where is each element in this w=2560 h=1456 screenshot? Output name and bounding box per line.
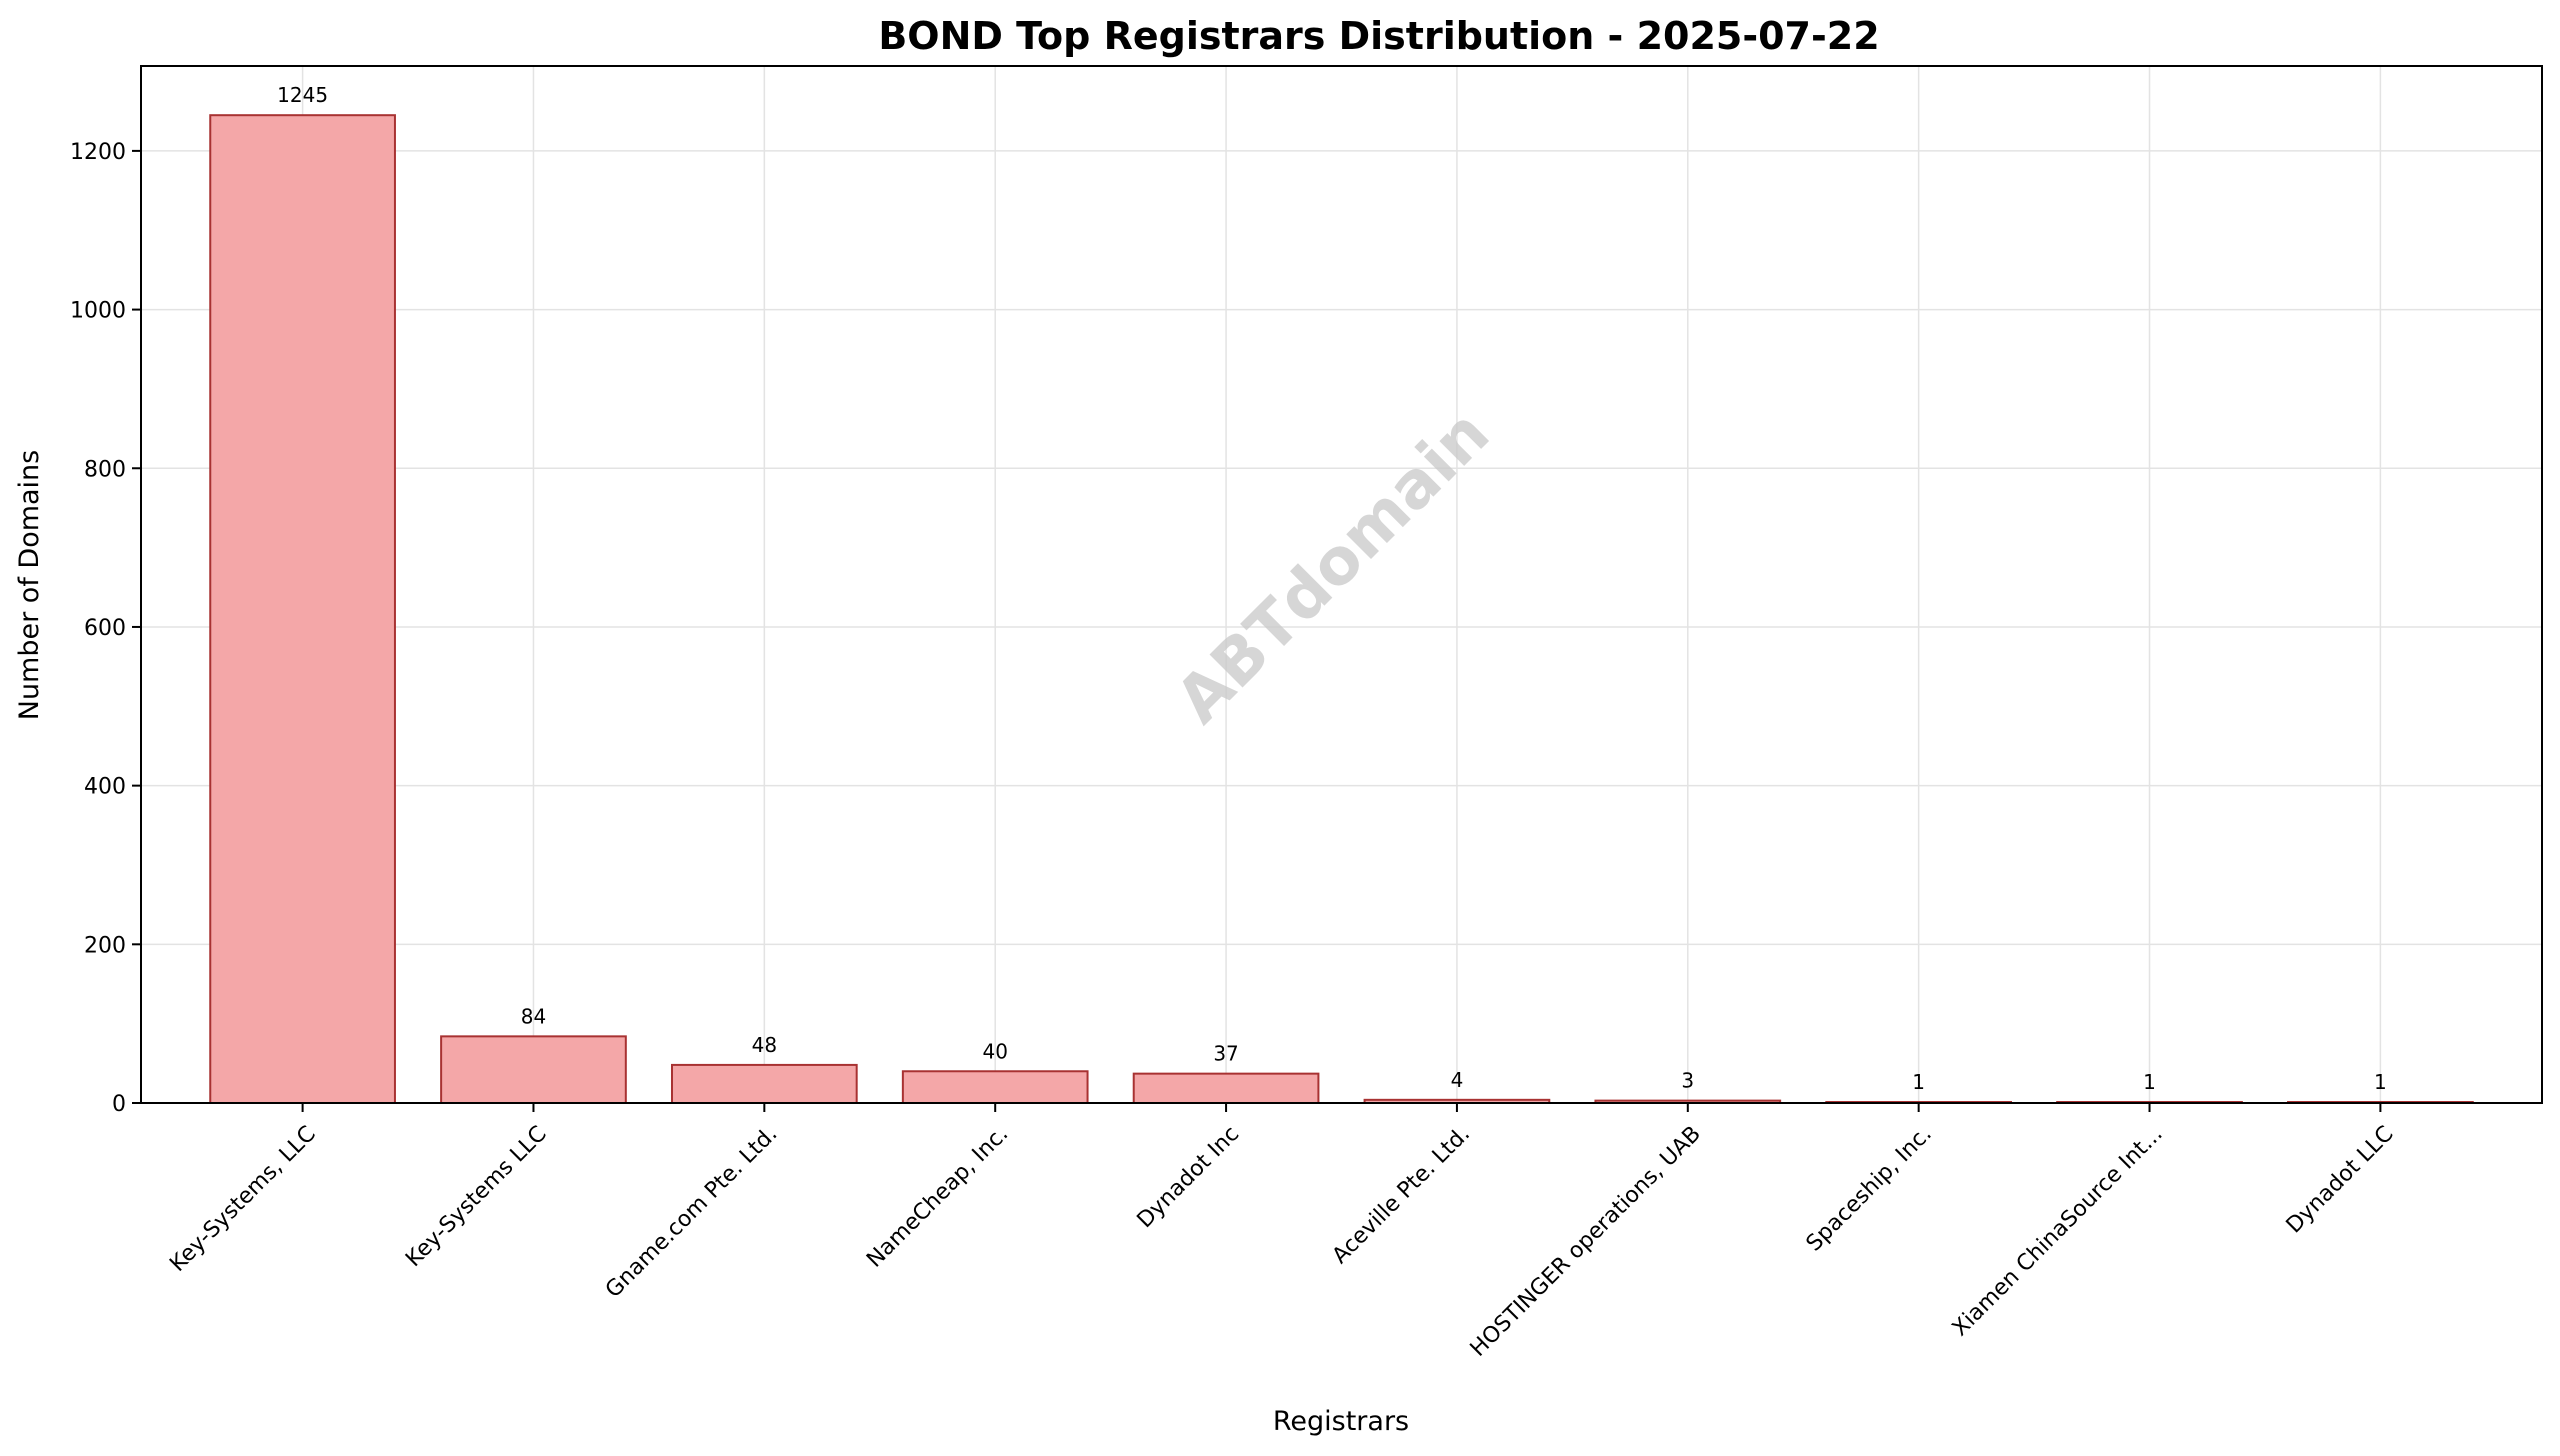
bar (1132, 1072, 1320, 1104)
chart-title: BOND Top Registrars Distribution - 2025-… (878, 14, 1879, 58)
y-tick-label: 400 (84, 775, 126, 800)
bar-data-label: 4 (1451, 1068, 1464, 1092)
y-tick-label: 1200 (70, 140, 126, 165)
x-axis-label: Registrars (1273, 1406, 1409, 1437)
watermark: ABTdomain (1162, 396, 1504, 738)
bar-data-label: 1 (1912, 1070, 1925, 1094)
bar-data-label: 1 (2143, 1070, 2156, 1094)
y-tick-label: 1000 (70, 299, 126, 324)
bar-data-label: 1 (2374, 1070, 2387, 1094)
bar (440, 1035, 627, 1104)
data-labels: 1245 84 48 40 37 4 3 1 1 1 (277, 83, 2387, 1094)
bars (209, 114, 2474, 1105)
y-axis-label: Number of Domains (14, 450, 45, 721)
y-tick-label: 800 (84, 457, 126, 482)
x-tick-label: Dynadot LLC (2282, 1121, 2399, 1238)
x-tick-label: Key-Systems, LLC (165, 1121, 320, 1276)
bar (901, 1070, 1089, 1104)
y-tick-label: 600 (84, 616, 126, 641)
x-tick-label: Aceville Pte. Ltd. (1328, 1121, 1475, 1268)
x-tick-label: NameCheap, Inc. (862, 1121, 1013, 1272)
y-tick-label: 200 (84, 933, 126, 958)
x-tick-label: Spaceship, Inc. (1802, 1121, 1937, 1256)
plot-frame (140, 65, 2543, 1104)
x-ticks: Key-Systems, LLC Key-Systems LLC Gname.com… (165, 1103, 2399, 1362)
bar-data-label: 48 (752, 1033, 777, 1057)
bar-data-label: 3 (1681, 1069, 1694, 1093)
x-tick-label: HOSTINGER operations, UAB (1466, 1121, 1706, 1361)
y-ticks: 0 200 400 600 800 1000 1200 (70, 140, 141, 1117)
x-tick-label: Key-Systems LLC (401, 1121, 551, 1271)
axes (140, 65, 2543, 1104)
grid-lines (141, 66, 2542, 1104)
bar-data-label: 40 (982, 1039, 1007, 1063)
y-tick-label: 0 (112, 1092, 126, 1117)
x-tick-label: Gname.com Pte. Ltd. (601, 1121, 782, 1302)
watermark-layer: ABTdomain (1162, 396, 1504, 738)
x-tick-label: Xiamen ChinaSource Int... (1948, 1121, 2168, 1341)
bar-data-label: 84 (521, 1004, 546, 1028)
x-tick-label: Dynadot Inc (1133, 1121, 1245, 1233)
bar (209, 114, 396, 1105)
bar-data-label: 37 (1213, 1042, 1238, 1066)
bar-data-label: 1245 (277, 83, 328, 107)
bar (670, 1063, 858, 1105)
